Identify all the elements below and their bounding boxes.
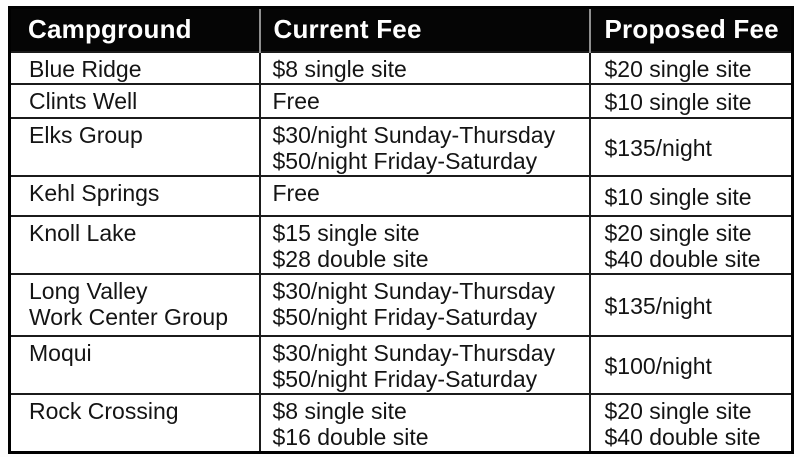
column-header-proposed-fee: Proposed Fee [588, 7, 793, 52]
proposed-fee-cell: $20 single site $40 double site [588, 393, 794, 454]
cell-line: $20 single site [604, 398, 752, 424]
table-row-kehl-springs: Kehl Springs Free $10 single site [8, 175, 794, 217]
cell-line: Elks Group [29, 122, 143, 148]
cell-line: $135/night [604, 293, 712, 319]
cell-line: $135/night [604, 135, 712, 161]
table-row-blue-ridge: Blue Ridge $8 single site $20 single sit… [8, 51, 794, 85]
cell-line: Clints Well [29, 88, 138, 114]
cell-line: $8 single site [272, 398, 407, 424]
campground-cell: Clints Well [8, 83, 261, 119]
cell-line: $30/night Sunday-Thursday [272, 340, 556, 366]
proposed-fee-cell: $20 single site [588, 51, 794, 85]
cell-line: $20 single site [604, 220, 752, 246]
current-fee-cell: Free [258, 175, 591, 217]
cell-line: $50/night Friday-Saturday [272, 366, 538, 392]
cell-line: Knoll Lake [29, 220, 137, 246]
campground-cell: Long Valley Work Center Group [8, 273, 261, 337]
cell-line: Rock Crossing [29, 398, 179, 424]
cell-line: Blue Ridge [29, 56, 142, 82]
cell-line: $16 double site [272, 424, 429, 450]
campground-cell: Blue Ridge [8, 51, 261, 85]
cell-line: $20 single site [604, 56, 752, 82]
proposed-fee-cell: $135/night [588, 117, 794, 177]
proposed-fee-cell: $10 single site [588, 175, 794, 217]
cell-line: $10 single site [604, 184, 752, 210]
table-row-knoll-lake: Knoll Lake $15 single site $28 double si… [8, 215, 794, 275]
current-fee-cell: $15 single site $28 double site [258, 215, 591, 275]
cell-line: Moqui [29, 340, 92, 366]
cell-line: $40 double site [604, 246, 761, 272]
campground-fee-table: Campground Current Fee Proposed Fee Blue… [8, 6, 794, 454]
cell-line: Free [272, 88, 320, 114]
campground-cell: Rock Crossing [8, 393, 261, 454]
table-row-rock-crossing: Rock Crossing $8 single site $16 double … [8, 393, 794, 454]
cell-line: $40 double site [604, 424, 761, 450]
cell-line: Work Center Group [29, 304, 228, 330]
campground-cell: Kehl Springs [8, 175, 261, 217]
table-row-long-valley-work-center-group: Long Valley Work Center Group $30/night … [8, 273, 794, 337]
column-header-campground: Campground [9, 7, 260, 52]
proposed-fee-cell: $20 single site $40 double site [588, 215, 794, 275]
cell-line: $30/night Sunday-Thursday [272, 122, 556, 148]
proposed-fee-cell: $135/night [588, 273, 794, 337]
current-fee-cell: $30/night Sunday-Thursday $50/night Frid… [258, 335, 591, 395]
cell-line: $28 double site [272, 246, 429, 272]
current-fee-cell: $8 single site $16 double site [258, 393, 591, 454]
current-fee-cell: $30/night Sunday-Thursday $50/night Frid… [258, 117, 591, 177]
cell-line: $10 single site [604, 89, 752, 115]
header-row: Campground Current Fee Proposed Fee [9, 7, 793, 52]
campground-cell: Elks Group [8, 117, 261, 177]
table-row-clints-well: Clints Well Free $10 single site [8, 83, 794, 119]
cell-line: $15 single site [272, 220, 420, 246]
campground-cell: Moqui [8, 335, 261, 395]
current-fee-cell: $30/night Sunday-Thursday $50/night Frid… [258, 273, 591, 337]
cell-line: $50/night Friday-Saturday [272, 148, 538, 174]
proposed-fee-cell: $10 single site [588, 83, 794, 119]
campground-cell: Knoll Lake [8, 215, 261, 275]
column-header-current-fee: Current Fee [258, 7, 590, 52]
cell-line: Free [272, 180, 320, 206]
cell-line: $30/night Sunday-Thursday [272, 278, 556, 304]
current-fee-cell: $8 single site [258, 51, 591, 85]
cell-line: $50/night Friday-Saturday [272, 304, 538, 330]
cell-line: $100/night [604, 353, 712, 379]
cell-line: $8 single site [272, 56, 407, 82]
table-row-moqui: Moqui $30/night Sunday-Thursday $50/nigh… [8, 335, 794, 395]
current-fee-cell: Free [258, 83, 591, 119]
cell-line: Kehl Springs [29, 180, 160, 206]
cell-line: Long Valley [29, 278, 148, 304]
proposed-fee-cell: $100/night [588, 335, 794, 395]
table-row-elks-group: Elks Group $30/night Sunday-Thursday $50… [8, 117, 794, 177]
